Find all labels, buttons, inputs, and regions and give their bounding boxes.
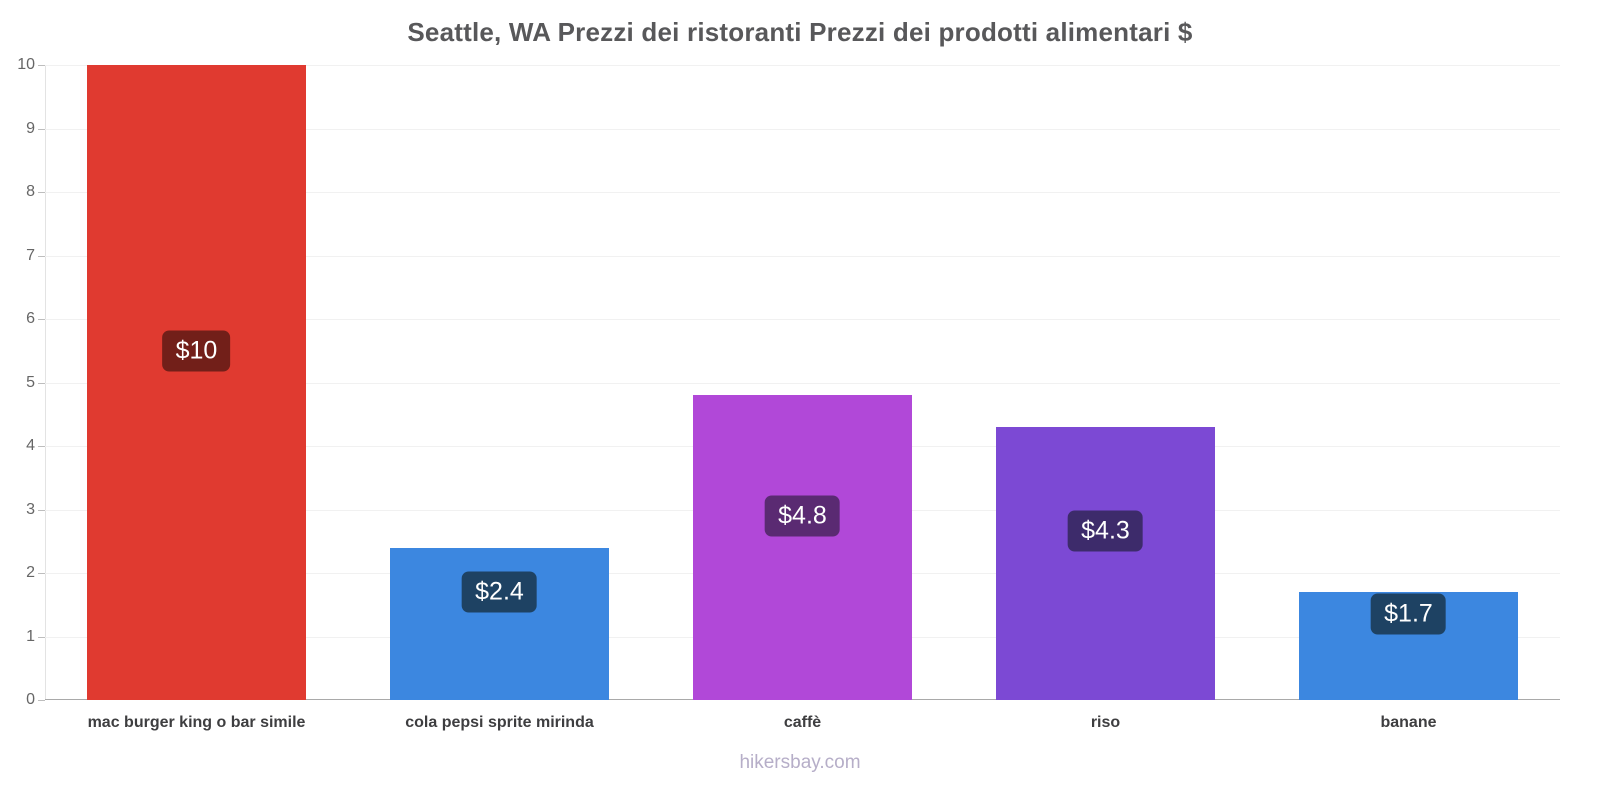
gridline bbox=[45, 65, 1560, 66]
y-tick-label: 9 bbox=[26, 119, 35, 137]
x-tick-label: cola pepsi sprite mirinda bbox=[405, 714, 594, 731]
gridline bbox=[45, 128, 1560, 130]
y-tick-label: 10 bbox=[17, 56, 35, 73]
x-tick-label: mac burger king o bar simile bbox=[87, 714, 306, 731]
y-tick-label: 4 bbox=[26, 437, 35, 454]
y-tick-label: 3 bbox=[26, 500, 35, 518]
gridline bbox=[45, 319, 1560, 320]
value-badge: $4.3 bbox=[1068, 510, 1143, 552]
y-tick-mark bbox=[38, 446, 45, 447]
plot-area: 0 1 2 3 4 5 6 7 8 9 10 $10 $2.4 $4.8 $4.3 $1.7 bbox=[17, 56, 1560, 708]
y-tick-mark bbox=[38, 636, 45, 638]
bar-3: $4.8 bbox=[693, 395, 912, 700]
bar-4: $4.3 bbox=[996, 426, 1215, 700]
y-tick-label: 7 bbox=[26, 246, 35, 264]
value-badge: $2.4 bbox=[462, 571, 537, 613]
y-tick-mark bbox=[38, 65, 45, 66]
gridline bbox=[45, 192, 1560, 193]
chart-title: Seattle, WA Prezzi dei ristoranti Prezzi… bbox=[407, 17, 1193, 47]
y-tick-mark bbox=[38, 700, 45, 701]
y-tick-mark bbox=[38, 128, 45, 130]
y-tick-label: 0 bbox=[26, 691, 35, 708]
gridline bbox=[45, 382, 1560, 384]
x-tick-label: riso bbox=[1090, 714, 1121, 731]
x-tick-label: caffè bbox=[783, 714, 822, 731]
y-tick-mark bbox=[38, 382, 45, 384]
y-tick-label: 1 bbox=[26, 627, 35, 645]
value-badge: $4.8 bbox=[765, 495, 840, 537]
y-tick-label: 2 bbox=[26, 564, 35, 581]
x-axis-labels: mac burger king o bar simile cola pepsi s… bbox=[45, 714, 1560, 732]
x-tick-label: banane bbox=[1380, 714, 1437, 731]
y-tick-label: 5 bbox=[26, 373, 35, 391]
bar-5: $1.7 bbox=[1299, 592, 1518, 700]
y-tick-mark bbox=[38, 192, 45, 193]
bar-2: $2.4 bbox=[390, 547, 609, 700]
y-tick-mark bbox=[38, 509, 45, 511]
y-tick-mark bbox=[38, 573, 45, 574]
value-badge: $10 bbox=[162, 330, 231, 371]
bar-1: $10 bbox=[87, 65, 306, 700]
value-badge: $1.7 bbox=[1371, 593, 1446, 635]
y-tick-mark bbox=[38, 255, 45, 257]
y-tick-label: 8 bbox=[26, 183, 35, 200]
y-tick-label: 6 bbox=[26, 310, 35, 327]
gridline bbox=[45, 255, 1560, 257]
watermark-text: hikersbay.com bbox=[739, 752, 861, 773]
y-tick-mark bbox=[38, 319, 45, 320]
